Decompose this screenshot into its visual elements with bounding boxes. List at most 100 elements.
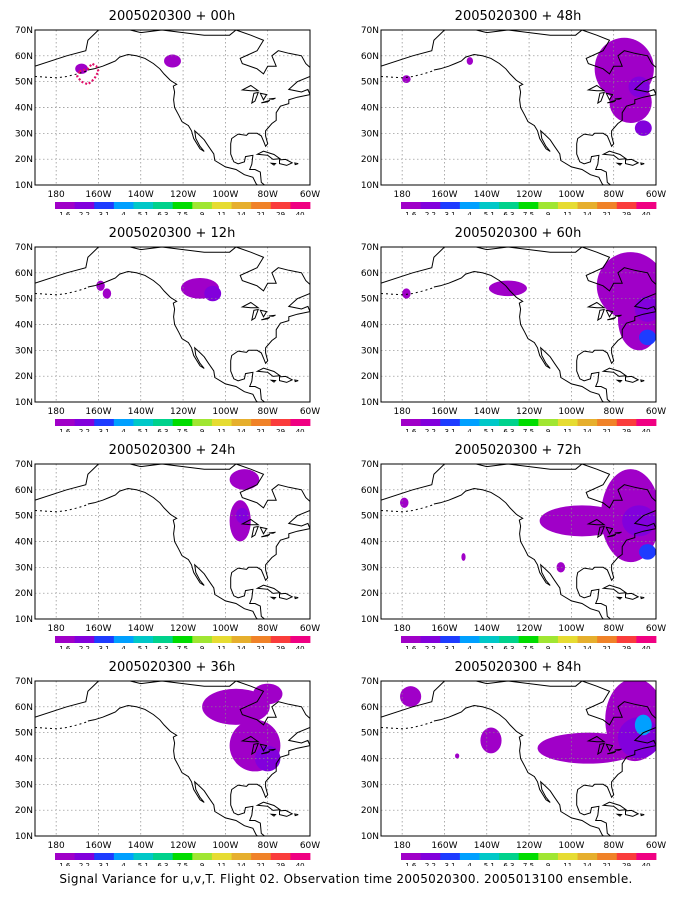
lon-label: 80W [604,407,624,417]
colorbar-swatch [597,202,618,209]
lat-label: 20N [15,589,33,599]
colorbar-swatch [440,636,461,643]
lon-label: 100W [558,841,584,851]
colorbar-label: 14 [237,211,246,215]
map-frame [380,246,657,403]
colorbar-label: 9 [200,862,204,866]
colorbar-swatch [211,853,232,860]
lat-label: 50N [361,295,379,305]
lon-label: 100W [558,190,584,200]
colorbar-label: 5.1 [484,862,495,866]
map-frame [34,246,311,403]
panel-title: 2005020300 + 84h [455,660,582,675]
colorbar-swatch [172,636,193,643]
great-lake [251,742,259,756]
caribbean-island [294,379,299,383]
colorbar-label: 9 [200,428,204,432]
colorbar-swatch [94,636,115,643]
lat-label: 70N [15,243,33,253]
lat-label: 70N [361,460,379,470]
coastline [35,464,310,619]
great-lake [614,531,622,534]
map-frame [380,680,657,837]
lon-label: 160W [431,190,457,200]
lat-label: 50N [361,512,379,522]
colorbar-label: 4 [467,211,472,215]
lon-label: 180 [48,841,65,851]
colorbar-label: 2.2 [79,211,90,215]
variance-region [628,76,650,98]
colorbar-label: 1.6 [59,645,71,649]
colorbar-swatch [459,853,480,860]
lon-label: 160W [85,624,111,634]
great-lake [261,316,271,321]
colorbar-swatch [636,853,657,860]
colorbar-swatch [459,419,480,426]
colorbar-label: 2.2 [79,428,90,432]
colorbar-label: 21 [257,428,266,432]
map-svg: 2005020300 + 24h 70N 60N 50N 40N 30N 20N 10N 180… [15,443,320,649]
lon-label: 80W [604,624,624,634]
figure-caption: Signal Variance for u,v,T. Flight 02. Ob… [59,872,633,886]
caribbean-island [625,592,640,600]
colorbar-label: 29 [276,211,285,215]
colorbar-swatch [290,636,311,643]
colorbar-label: 4 [121,645,126,649]
colorbar-swatch [518,636,539,643]
colorbar-label: 4 [121,211,126,215]
lon-label: 80W [604,841,624,851]
colorbar-label: 11 [563,862,572,866]
colorbar-label: 4 [467,862,472,866]
colorbar-swatch [597,636,618,643]
colorbar-swatch [420,636,441,643]
caribbean-island [615,813,623,817]
colorbar-swatch [459,636,480,643]
colorbar-label: 21 [257,862,266,866]
great-lake [268,97,276,100]
colorbar-label: 21 [257,211,266,215]
aleutian-islands [381,721,435,730]
colorbar-label: 5.1 [484,211,495,215]
caribbean-island [601,801,628,811]
colorbar-label: 14 [583,645,592,649]
colorbar-swatch [192,419,213,426]
great-lake [240,735,260,743]
caribbean-island [294,813,299,817]
lat-label: 40N [361,538,379,548]
colorbar-label: 14 [583,428,592,432]
great-lake [605,92,614,101]
coastline-greenland [284,30,310,31]
colorbar-label: 9 [546,428,550,432]
lat-label: 50N [15,729,33,739]
great-lake [586,518,606,526]
colorbar-label: 29 [622,645,631,649]
caribbean-island [615,379,623,383]
colorbar-swatch [557,853,578,860]
panel-title: 2005020300 + 24h [109,443,236,458]
map-frame [380,463,657,620]
lat-label: 30N [361,563,379,573]
map-frame [34,463,311,620]
great-lake [261,99,271,104]
colorbar-swatch [270,419,291,426]
colorbar-swatch [557,202,578,209]
variance-region [204,285,222,302]
colorbar-label: 40 [296,645,305,649]
colorbar-label: 7.5 [523,428,534,432]
variance-region [622,505,656,537]
colorbar-swatch [251,419,272,426]
colorbar-label: 40 [642,645,651,649]
lon-label: 140W [474,624,500,634]
lon-label: 180 [48,407,65,417]
lat-label: 30N [15,780,33,790]
colorbar-label: 29 [622,211,631,215]
colorbar-swatch [74,419,95,426]
colorbar-label: 14 [237,645,246,649]
great-lake [597,91,605,105]
lon-label: 180 [48,190,65,200]
caribbean-island [269,379,277,383]
colorbar-label: 21 [257,645,266,649]
colorbar-swatch [440,419,461,426]
colorbar-label: 5.1 [138,645,149,649]
lat-label: 10N [15,832,33,842]
